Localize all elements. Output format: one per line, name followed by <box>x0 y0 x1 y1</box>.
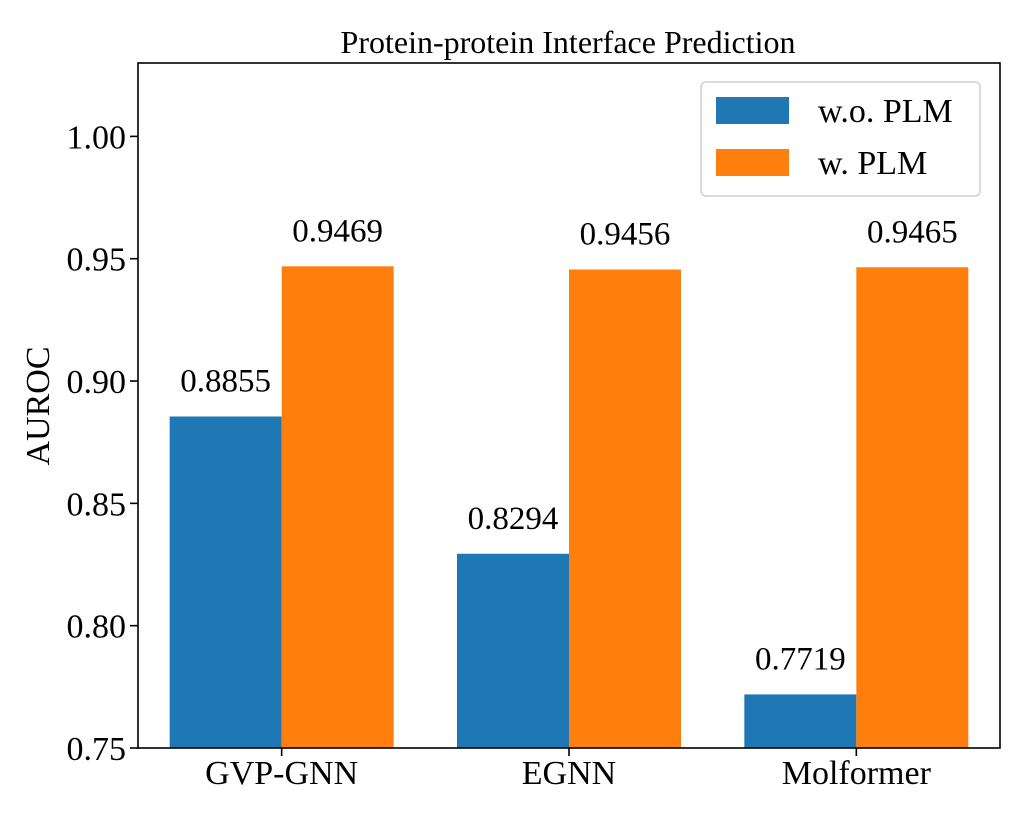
data-label: 0.9469 <box>292 213 383 249</box>
y-tick-label: 0.90 <box>67 364 127 401</box>
x-tick-label: GVP-GNN <box>205 755 358 792</box>
plot-frame <box>137 62 1001 749</box>
legend-swatch-w-plm <box>716 149 789 176</box>
legend-label-w-plm: w. PLM <box>818 145 927 182</box>
bar <box>744 694 857 748</box>
bar <box>569 269 681 748</box>
data-label: 0.9465 <box>867 214 958 250</box>
bar <box>856 267 969 748</box>
y-tick-label: 0.80 <box>67 609 127 646</box>
data-label: 0.8855 <box>180 364 271 400</box>
y-tick-label: 0.85 <box>67 486 127 523</box>
x-tick-label: Molformer <box>782 755 932 792</box>
bar <box>457 553 569 748</box>
bar <box>281 266 394 748</box>
y-tick-label: 1.00 <box>67 119 127 156</box>
y-axis-label: AUROC <box>20 346 57 465</box>
legend-swatch-wo-plm <box>716 97 789 124</box>
chart-title: Protein-protein Interface Prediction <box>341 24 796 60</box>
y-tick-label: 0.75 <box>67 731 127 768</box>
bar <box>169 416 282 748</box>
legend-label-wo-plm: w.o. PLM <box>818 93 953 130</box>
x-tick-label: EGNN <box>522 755 616 792</box>
legend: w.o. PLM w. PLM <box>700 81 981 197</box>
y-tick-label: 0.95 <box>67 242 127 279</box>
plot-area: 0.75 0.80 0.85 0.90 0.95 1.00 GVP-GNN 0.8855 0.9… <box>67 119 969 792</box>
data-label: 0.8294 <box>468 501 559 537</box>
data-label: 0.9456 <box>580 216 671 252</box>
data-label: 0.7719 <box>755 641 846 677</box>
